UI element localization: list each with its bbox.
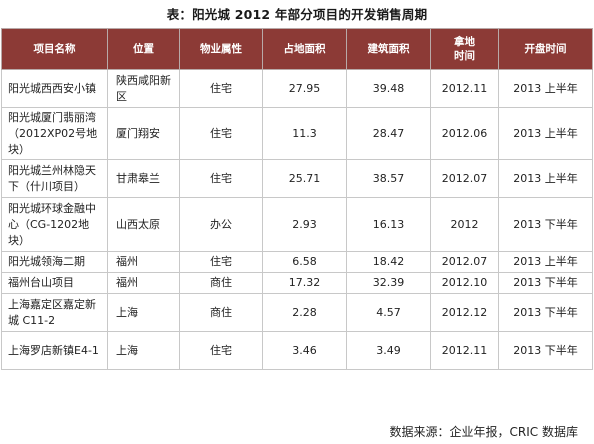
cell-building-area: 16.13 [346, 197, 431, 252]
cell-land-area: 17.32 [262, 272, 347, 294]
cell-property-type: 住宅 [179, 69, 263, 108]
cell-opening-time: 2013 上半年 [498, 159, 593, 198]
project-table: 项目名称 位置 物业属性 占地面积 建筑面积 拿地 时间 开盘时间 阳光城西西安… [1, 28, 593, 370]
table-row: 上海嘉定区嘉定新城 C11-2 上海 商住 2.28 4.57 2012.12 … [1, 293, 593, 332]
header-land-acquisition-time: 拿地 时间 [430, 28, 499, 70]
cell-project-name: 阳光城兰州林隐天下（什川项目） [1, 159, 108, 198]
cell-building-area: 32.39 [346, 272, 431, 294]
header-location: 位置 [107, 28, 180, 70]
table-row: 福州台山项目 福州 商住 17.32 32.39 2012.10 2013 下半… [1, 272, 593, 294]
cell-project-name: 阳光城西西安小镇 [1, 69, 108, 108]
cell-building-area: 18.42 [346, 251, 431, 273]
cell-property-type: 办公 [179, 197, 263, 252]
header-project-name: 项目名称 [1, 28, 108, 70]
cell-opening-time: 2013 下半年 [498, 293, 593, 332]
cell-property-type: 商住 [179, 272, 263, 294]
table-row: 阳光城西西安小镇 陕西咸阳新区 住宅 27.95 39.48 2012.11 2… [1, 69, 593, 108]
cell-land-area: 11.3 [262, 107, 347, 160]
cell-building-area: 38.57 [346, 159, 431, 198]
cell-property-type: 商住 [179, 293, 263, 332]
cell-opening-time: 2013 上半年 [498, 251, 593, 273]
cell-land-area: 27.95 [262, 69, 347, 108]
cell-location: 上海 [107, 293, 180, 332]
cell-land-area: 3.46 [262, 331, 347, 370]
cell-project-name: 阳光城厦门翡丽湾（2012XP02号地块） [1, 107, 108, 160]
header-opening-time: 开盘时间 [498, 28, 593, 70]
header-row: 项目名称 位置 物业属性 占地面积 建筑面积 拿地 时间 开盘时间 [1, 28, 593, 70]
cell-opening-time: 2013 上半年 [498, 69, 593, 108]
table-row: 阳光城厦门翡丽湾（2012XP02号地块） 厦门翔安 住宅 11.3 28.47… [1, 107, 593, 160]
cell-location: 陕西咸阳新区 [107, 69, 180, 108]
cell-property-type: 住宅 [179, 159, 263, 198]
cell-location: 甘肃皋兰 [107, 159, 180, 198]
cell-land-time: 2012 [430, 197, 499, 252]
cell-land-time: 2012.12 [430, 293, 499, 332]
cell-building-area: 39.48 [346, 69, 431, 108]
header-property-type: 物业属性 [179, 28, 263, 70]
cell-location: 福州 [107, 272, 180, 294]
header-land-area: 占地面积 [262, 28, 347, 70]
cell-building-area: 3.49 [346, 331, 431, 370]
cell-land-time: 2012.10 [430, 272, 499, 294]
cell-project-name: 福州台山项目 [1, 272, 108, 294]
data-source-note: 数据来源：企业年报，CRIC 数据库 [389, 425, 578, 439]
cell-land-area: 2.93 [262, 197, 347, 252]
table-row: 上海罗店新镇E4-1 上海 住宅 3.46 3.49 2012.11 2013 … [1, 331, 593, 370]
cell-location: 厦门翔安 [107, 107, 180, 160]
cell-building-area: 4.57 [346, 293, 431, 332]
table-row: 阳光城环球金融中心（CG-1202地块） 山西太原 办公 2.93 16.13 … [1, 197, 593, 252]
cell-project-name: 阳光城领海二期 [1, 251, 108, 273]
cell-location: 福州 [107, 251, 180, 273]
cell-land-time: 2012.07 [430, 159, 499, 198]
cell-project-name: 上海嘉定区嘉定新城 C11-2 [1, 293, 108, 332]
cell-property-type: 住宅 [179, 251, 263, 273]
cell-opening-time: 2013 下半年 [498, 197, 593, 252]
cell-project-name: 上海罗店新镇E4-1 [1, 331, 108, 370]
table-row: 阳光城领海二期 福州 住宅 6.58 18.42 2012.07 2013 上半… [1, 251, 593, 273]
cell-opening-time: 2013 上半年 [498, 107, 593, 160]
cell-opening-time: 2013 下半年 [498, 331, 593, 370]
cell-land-time: 2012.07 [430, 251, 499, 273]
table-row: 阳光城兰州林隐天下（什川项目） 甘肃皋兰 住宅 25.71 38.57 2012… [1, 159, 593, 198]
cell-land-area: 2.28 [262, 293, 347, 332]
cell-property-type: 住宅 [179, 331, 263, 370]
cell-project-name: 阳光城环球金融中心（CG-1202地块） [1, 197, 108, 252]
cell-location: 山西太原 [107, 197, 180, 252]
cell-land-area: 25.71 [262, 159, 347, 198]
cell-location: 上海 [107, 331, 180, 370]
cell-property-type: 住宅 [179, 107, 263, 160]
cell-land-time: 2012.06 [430, 107, 499, 160]
table-title: 表：阳光城 2012 年部分项目的开发销售周期 [166, 7, 428, 22]
cell-opening-time: 2013 下半年 [498, 272, 593, 294]
cell-land-time: 2012.11 [430, 69, 499, 108]
cell-land-area: 6.58 [262, 251, 347, 273]
header-building-area: 建筑面积 [346, 28, 431, 70]
cell-building-area: 28.47 [346, 107, 431, 160]
cell-land-time: 2012.11 [430, 331, 499, 370]
